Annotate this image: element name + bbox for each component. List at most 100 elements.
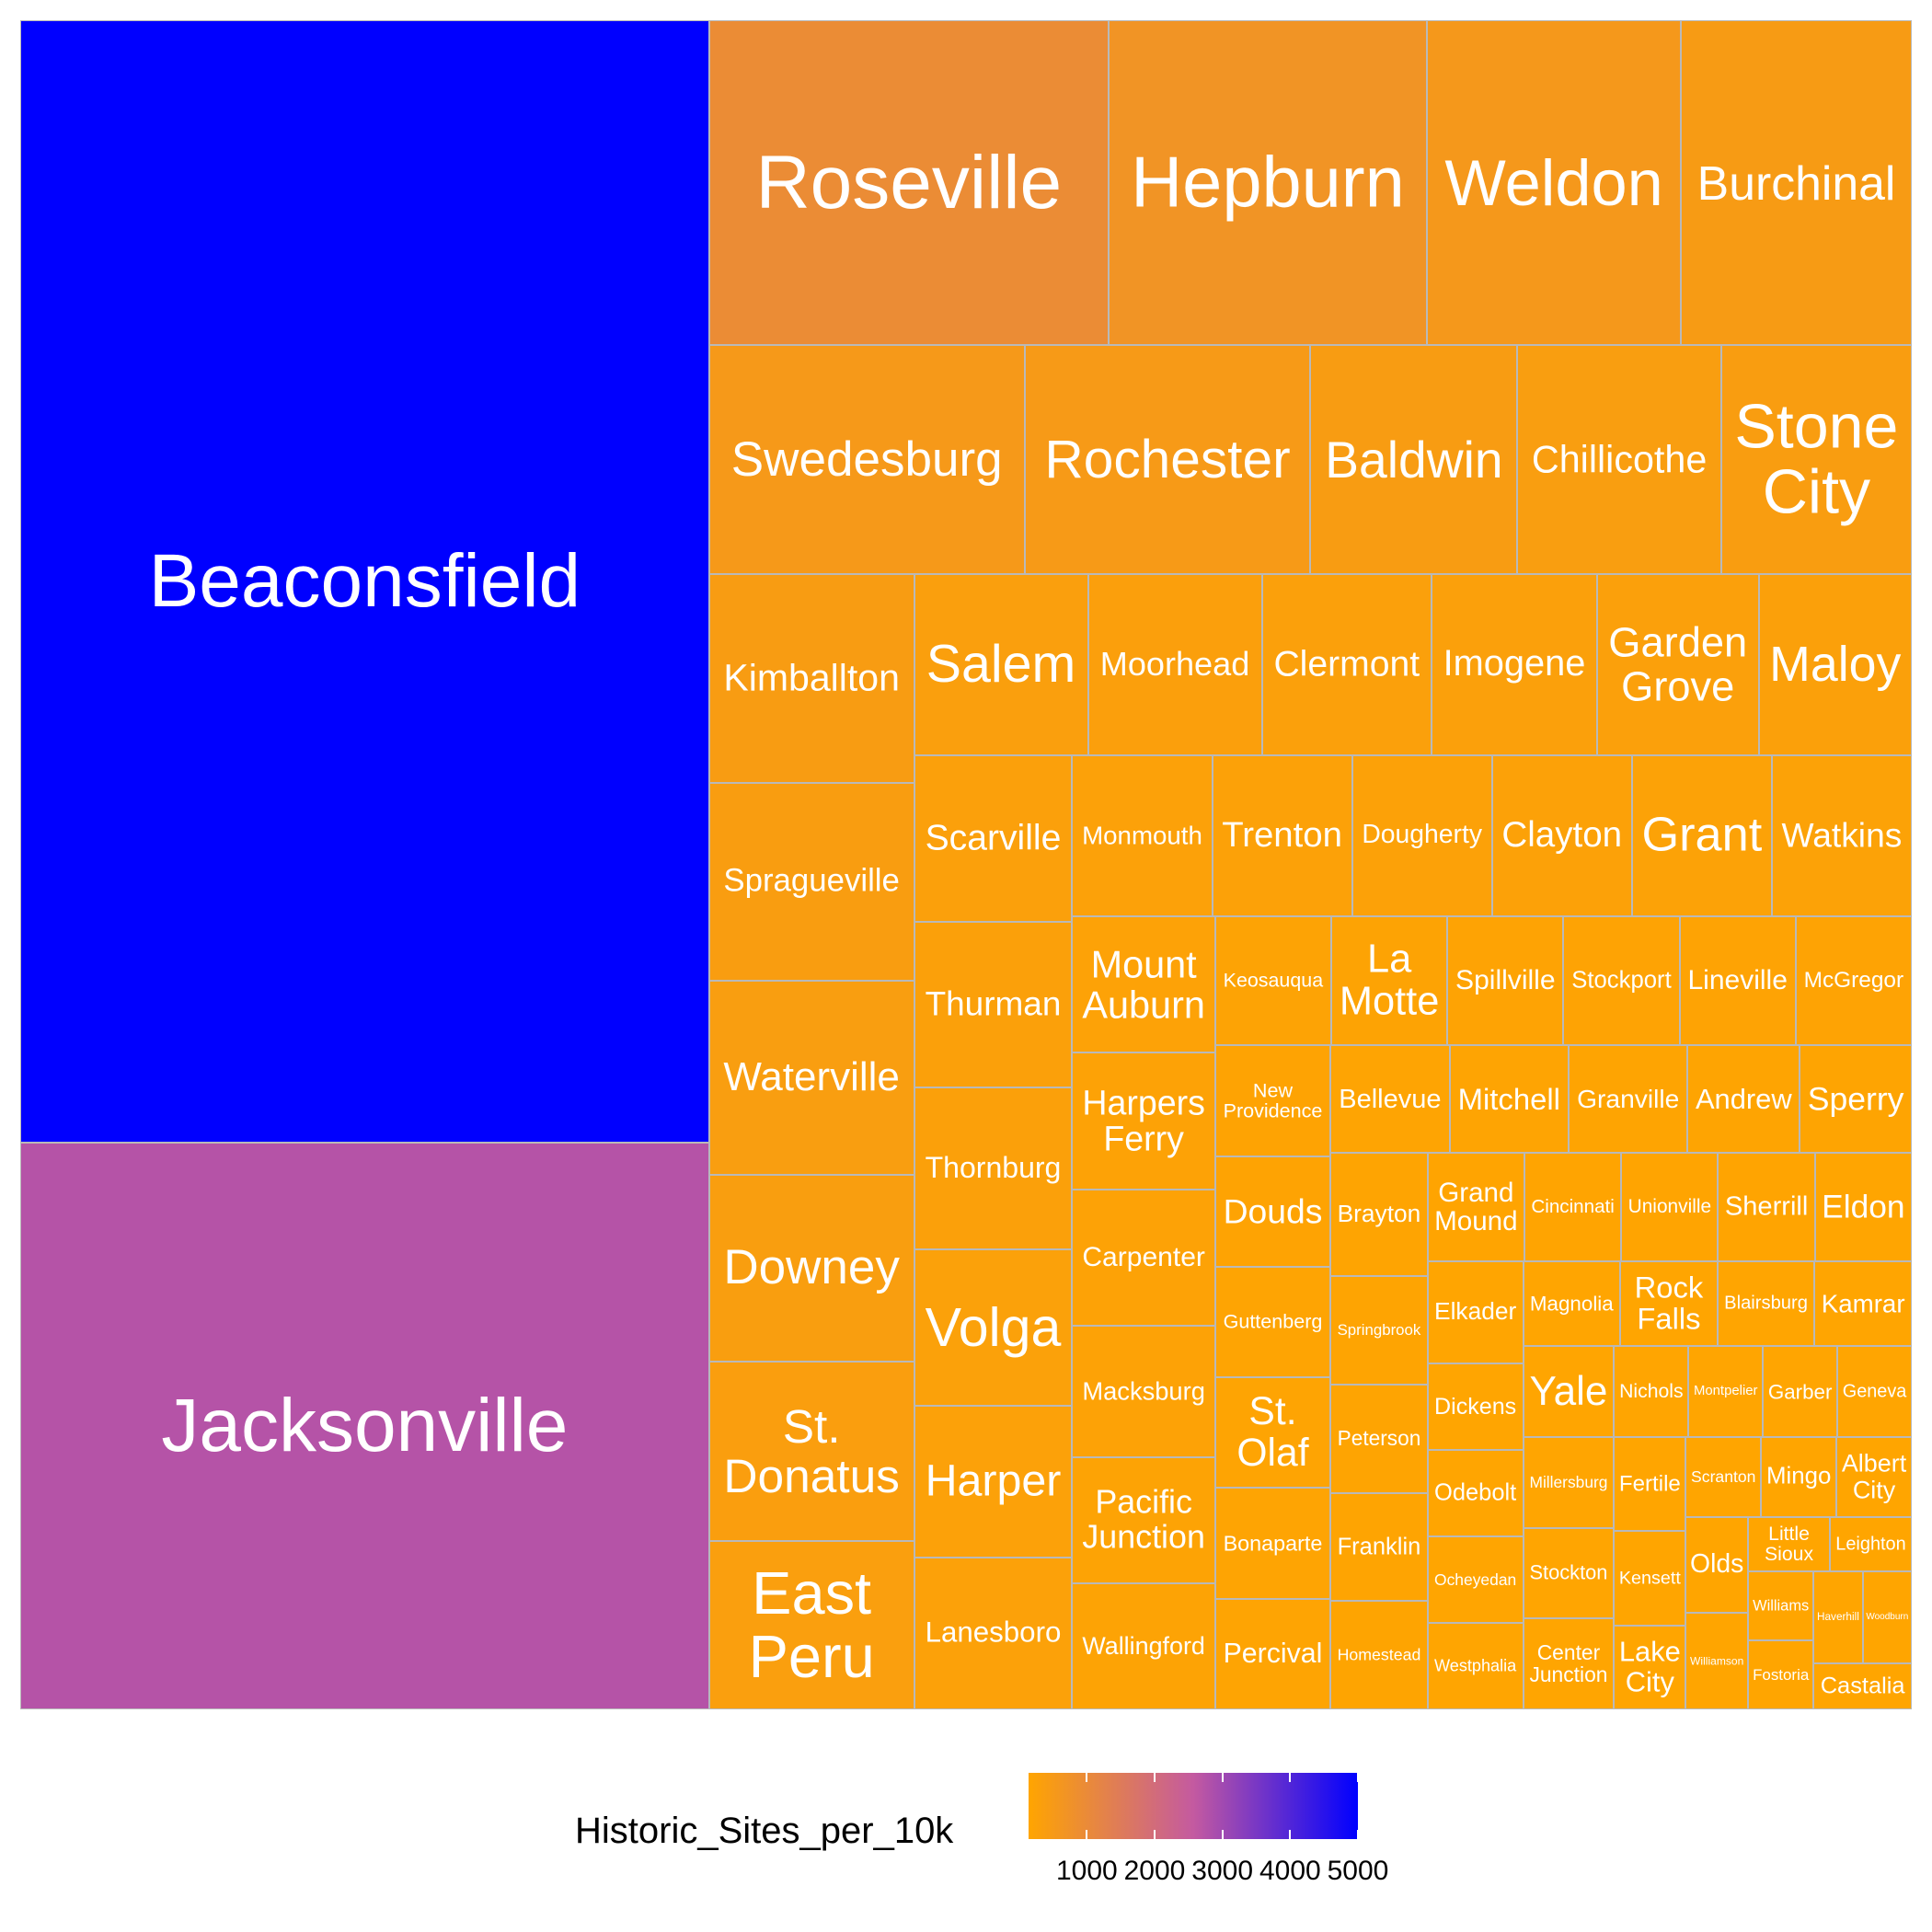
treemap-tile: Beaconsfield bbox=[20, 20, 709, 1144]
tile-label: New Providence bbox=[1223, 1077, 1323, 1122]
tile-label: Montpelier bbox=[1693, 1383, 1758, 1398]
treemap-tile: Percival bbox=[1214, 1598, 1331, 1709]
tile-label: Mitchell bbox=[1457, 1081, 1560, 1116]
treemap-tile: Haverhill bbox=[1813, 1571, 1863, 1664]
treemap-tile: Mitchell bbox=[1449, 1045, 1569, 1153]
treemap-tile: Thurman bbox=[914, 921, 1073, 1088]
tile-label: Franklin bbox=[1337, 1534, 1421, 1560]
treemap-tile: Fostoria bbox=[1748, 1640, 1814, 1709]
tile-label: Magnolia bbox=[1529, 1292, 1614, 1316]
tile-label: Williamson bbox=[1690, 1654, 1744, 1668]
treemap-tile: Montpelier bbox=[1688, 1346, 1764, 1437]
treemap-tile: Grand Mound bbox=[1427, 1152, 1524, 1261]
treemap-tile: Woodburn bbox=[1862, 1571, 1912, 1664]
treemap-tile: Dougherty bbox=[1351, 754, 1492, 916]
treemap-tile: Macksburg bbox=[1072, 1326, 1215, 1457]
treemap-tile: Eldon bbox=[1814, 1152, 1912, 1261]
treemap-tile: Wallingford bbox=[1072, 1582, 1215, 1709]
tile-label: Waterville bbox=[723, 1054, 900, 1100]
treemap-tile: Spillville bbox=[1447, 915, 1564, 1046]
tile-label: Ocheyedan bbox=[1434, 1570, 1517, 1589]
tile-label: Guttenberg bbox=[1223, 1309, 1323, 1333]
tile-label: Douds bbox=[1223, 1191, 1323, 1231]
tile-label: Spillville bbox=[1455, 965, 1556, 996]
tile-label: Stone City bbox=[1734, 391, 1899, 527]
tile-label: Baldwin bbox=[1325, 431, 1503, 489]
tile-label: Woodburn bbox=[1866, 1612, 1909, 1623]
treemap-tile: Kensett bbox=[1614, 1531, 1686, 1626]
tile-label: Rock Falls bbox=[1634, 1270, 1704, 1337]
treemap-tile: Yale bbox=[1523, 1346, 1615, 1437]
treemap-tile: Bellevue bbox=[1330, 1045, 1450, 1153]
treemap-tile: Albert City bbox=[1836, 1436, 1912, 1517]
treemap-tile: Garber bbox=[1763, 1346, 1838, 1437]
tile-label: Fertile bbox=[1618, 1471, 1681, 1497]
treemap-tile: Trenton bbox=[1212, 754, 1352, 916]
treemap-tile: McGregor bbox=[1795, 915, 1912, 1046]
treemap-tile: Odebolt bbox=[1427, 1450, 1524, 1536]
treemap-tile: Springbrook bbox=[1330, 1276, 1428, 1386]
tile-label: Moorhead bbox=[1099, 645, 1250, 684]
treemap-tile: Jacksonville bbox=[20, 1143, 709, 1709]
tile-label: Burchinal bbox=[1696, 155, 1896, 210]
treemap-tile: Cincinnati bbox=[1524, 1152, 1622, 1261]
treemap-tile: Watkins bbox=[1771, 754, 1912, 916]
tile-label: Pacific Junction bbox=[1082, 1483, 1205, 1556]
treemap-tile: Brayton bbox=[1330, 1152, 1428, 1277]
tile-label: Lineville bbox=[1687, 965, 1788, 996]
tile-label: Carpenter bbox=[1082, 1242, 1205, 1273]
tile-label: Cincinnati bbox=[1531, 1196, 1615, 1218]
treemap-tile: Swedesburg bbox=[708, 345, 1025, 574]
treemap-tile: Kamrar bbox=[1814, 1260, 1912, 1347]
tile-label: Mingo bbox=[1765, 1463, 1832, 1489]
tile-label: Granville bbox=[1577, 1083, 1680, 1113]
tile-label: Unionville bbox=[1627, 1195, 1712, 1217]
treemap-tile: Lake City bbox=[1614, 1625, 1686, 1709]
tile-label: Brayton bbox=[1337, 1200, 1421, 1228]
tile-label: Eldon bbox=[1822, 1189, 1905, 1225]
tile-label: Millersburg bbox=[1529, 1473, 1608, 1492]
tile-label: Little Sioux bbox=[1765, 1523, 1814, 1565]
treemap-tile: Roseville bbox=[708, 20, 1109, 346]
tile-label: Harpers Ferry bbox=[1082, 1083, 1205, 1158]
tile-label: Odebolt bbox=[1434, 1479, 1517, 1506]
treemap-tile: Salem bbox=[914, 573, 1088, 755]
tile-label: Harper bbox=[925, 1455, 1062, 1506]
treemap-tile: Bonaparte bbox=[1214, 1488, 1331, 1599]
treemap-tile: Blairsburg bbox=[1717, 1260, 1815, 1347]
treemap-tile: Castalia bbox=[1813, 1663, 1912, 1709]
treemap-tile: Maloy bbox=[1758, 573, 1912, 755]
treemap-tile: Stockport bbox=[1563, 915, 1680, 1046]
treemap-tile: East Peru bbox=[708, 1540, 914, 1709]
treemap-tile: Spragueville bbox=[708, 782, 914, 981]
tile-label: St. Donatus bbox=[723, 1399, 900, 1503]
treemap-tile: Olds bbox=[1685, 1516, 1749, 1614]
treemap-tile: Keosauqua bbox=[1214, 915, 1331, 1046]
tile-label: Mount Auburn bbox=[1082, 942, 1205, 1027]
treemap-tile: Millersburg bbox=[1523, 1436, 1615, 1528]
tile-label: Dougherty bbox=[1362, 820, 1483, 850]
treemap-tile: Sherrill bbox=[1718, 1152, 1815, 1261]
treemap-tile: Geneva bbox=[1837, 1346, 1912, 1437]
tile-label: Andrew bbox=[1695, 1082, 1792, 1115]
tile-label: Lanesboro bbox=[925, 1616, 1062, 1650]
tile-label: Williams bbox=[1753, 1597, 1810, 1615]
tile-label: Wallingford bbox=[1082, 1632, 1205, 1661]
treemap-tile: Mount Auburn bbox=[1072, 915, 1215, 1053]
treemap-tile: Center Junction bbox=[1523, 1618, 1615, 1709]
tile-label: Scarville bbox=[925, 818, 1062, 858]
treemap-tile: Moorhead bbox=[1087, 573, 1262, 755]
treemap-tile: Nichols bbox=[1614, 1346, 1689, 1437]
treemap-tile: Harper bbox=[914, 1405, 1073, 1558]
tile-label: Scranton bbox=[1691, 1467, 1756, 1487]
tile-label: Grant bbox=[1641, 808, 1763, 862]
treemap-tile: Williamson bbox=[1685, 1613, 1749, 1709]
tile-label: Bonaparte bbox=[1223, 1531, 1323, 1556]
tile-label: Kimballton bbox=[723, 656, 900, 699]
treemap-tile: St. Olaf bbox=[1214, 1377, 1331, 1489]
tile-label: Percival bbox=[1223, 1638, 1323, 1669]
tile-label: Elkader bbox=[1434, 1297, 1517, 1326]
tile-label: Leighton bbox=[1835, 1534, 1906, 1555]
treemap-tile: Imogene bbox=[1432, 573, 1597, 755]
treemap-tile: Burchinal bbox=[1681, 20, 1912, 346]
